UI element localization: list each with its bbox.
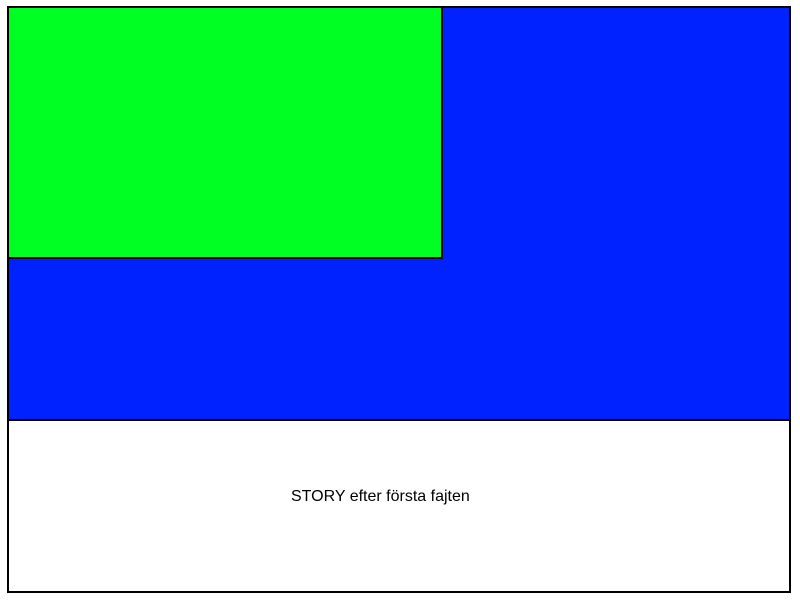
game-screen-frame: STORY efter första fajten bbox=[7, 6, 791, 593]
scene-area bbox=[9, 8, 789, 421]
story-caption: STORY efter första fajten bbox=[291, 488, 470, 506]
green-panel bbox=[9, 8, 443, 259]
caption-box: STORY efter första fajten bbox=[9, 421, 789, 591]
